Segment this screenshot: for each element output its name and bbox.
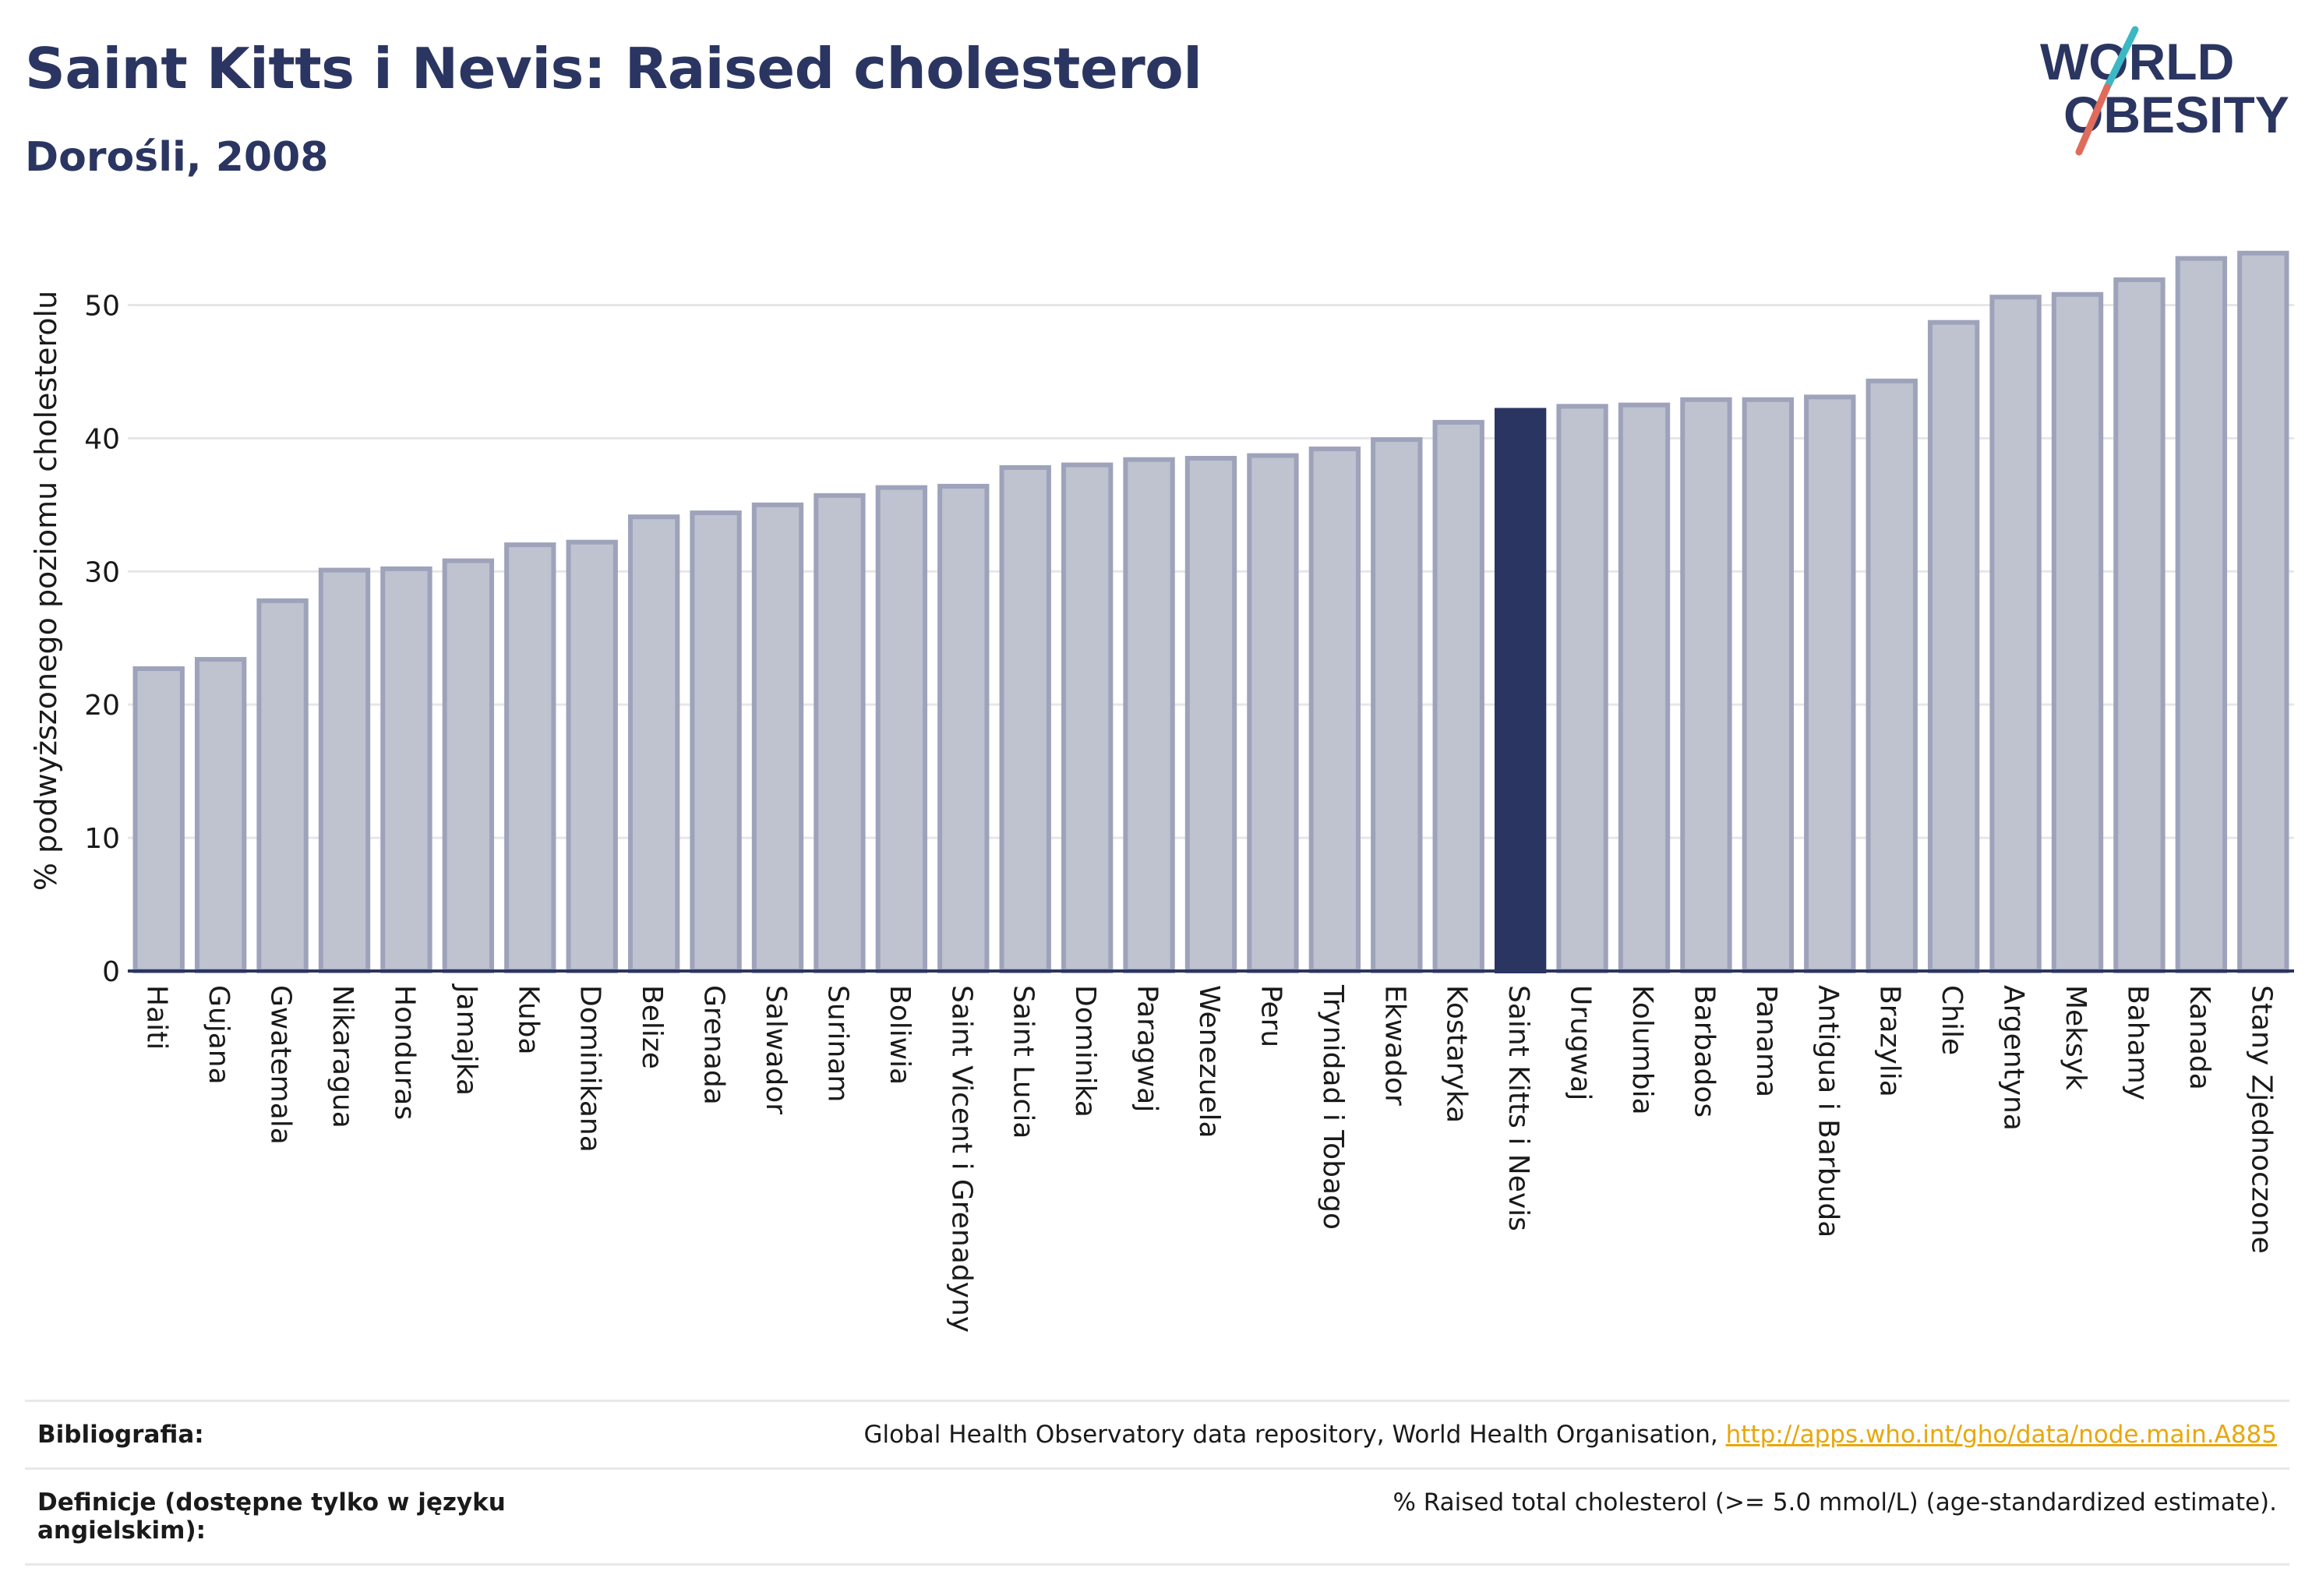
- bar-haiti[interactable]: [132, 666, 185, 973]
- definitions-label: Definicje (dostępne tylko w języku angie…: [25, 1467, 533, 1566]
- bar-gujana[interactable]: [194, 657, 247, 974]
- x-tick-label: Stany Zjednoczone: [2245, 985, 2277, 1254]
- bar-urugwaj[interactable]: [1556, 404, 1608, 973]
- x-tick-label: Saint Kitts i Nevis: [1502, 985, 1534, 1231]
- x-tick-label: Honduras: [388, 985, 420, 1120]
- bar-kuba[interactable]: [504, 542, 556, 973]
- x-tick-label: Kuba: [512, 985, 544, 1055]
- bar-chile[interactable]: [1927, 320, 1980, 973]
- x-tick-label: Belize: [636, 985, 668, 1069]
- x-tick-label: Chile: [1936, 985, 1968, 1055]
- x-tick-label: Saint Lucia: [1008, 985, 1040, 1139]
- bar-saint-vicent-i-grenadyny[interactable]: [937, 483, 990, 973]
- logo-slash-top: [2103, 26, 2139, 91]
- bar-bahamy[interactable]: [2113, 277, 2166, 973]
- bar-kanada[interactable]: [2175, 256, 2228, 973]
- x-tick-label: Saint Vicent i Grenadyny: [945, 985, 977, 1333]
- y-tick-label: 40: [84, 423, 120, 455]
- x-tick-label: Paragwaj: [1131, 985, 1163, 1112]
- y-tick-label: 30: [84, 556, 120, 588]
- y-tick-label: 10: [84, 823, 120, 855]
- x-tick-label: Kanada: [2183, 985, 2215, 1090]
- x-tick-label: Antigua i Barbuda: [1812, 985, 1844, 1238]
- y-tick-label: 0: [102, 956, 120, 988]
- bar-panama[interactable]: [1742, 397, 1795, 973]
- x-tick-label: Haiti: [141, 985, 173, 1050]
- y-tick-label: 50: [84, 290, 120, 322]
- bar-trynidad-i-tobago[interactable]: [1308, 447, 1361, 973]
- x-tick-label: Jamajka: [450, 983, 482, 1096]
- bar-ekwador[interactable]: [1371, 437, 1423, 973]
- x-tick-label: Gwatemala: [265, 985, 297, 1145]
- bar-chart: 0 10 20 30 40 50 % podwyższonego poziomu chol…: [29, 250, 2294, 1333]
- x-tick-label: Kolumbia: [1626, 985, 1658, 1115]
- x-tick-label: Trynidad i Tobago: [1317, 984, 1349, 1230]
- bar-grenada[interactable]: [690, 510, 742, 973]
- x-tick-label: Panama: [1750, 985, 1782, 1097]
- definitions-value: % Raised total cholesterol (>= 5.0 mmol/…: [533, 1467, 2289, 1566]
- world-obesity-logo[interactable]: WORLD OBESITY: [2040, 23, 2289, 164]
- x-tick-label: Barbados: [1688, 985, 1720, 1118]
- y-axis-label: % podwyższonego poziomu cholesterolu: [29, 291, 63, 891]
- y-axis-ticks: 0 10 20 30 40 50: [84, 290, 120, 988]
- bar-kostaryka[interactable]: [1432, 419, 1484, 973]
- x-tick-label: Ekwador: [1378, 985, 1410, 1106]
- bibliography-link[interactable]: http://apps.who.int/gho/data/node.main.A…: [1725, 1421, 2277, 1449]
- bar-dominikana[interactable]: [566, 539, 618, 973]
- x-tick-label: Salwador: [760, 985, 792, 1114]
- x-tick-label: Boliwia: [884, 985, 916, 1085]
- logo-slash-bottom: [2075, 83, 2111, 156]
- bibliography-label: Bibliografia:: [25, 1400, 533, 1470]
- logo-text-world: WORLD: [2040, 33, 2234, 90]
- x-tick-label: Bahamy: [2121, 985, 2153, 1100]
- bibliography-text: Global Health Observatory data repositor…: [863, 1421, 1726, 1449]
- chart-title: Saint Kitts i Nevis: Raised cholesterol: [25, 36, 1202, 101]
- chart-subtitle: Dorośli, 2008: [25, 134, 329, 181]
- x-tick-label: Meksyk: [2060, 985, 2091, 1090]
- x-tick-label: Dominikana: [574, 985, 606, 1153]
- bar-antigua-i-barbuda[interactable]: [1804, 394, 1856, 973]
- bibliography-value: Global Health Observatory data repositor…: [533, 1400, 2289, 1470]
- bar-honduras[interactable]: [380, 566, 432, 973]
- bar-saint-lucia[interactable]: [999, 464, 1051, 973]
- x-tick-label: Brazylia: [1874, 985, 1906, 1097]
- bar-peru[interactable]: [1247, 453, 1299, 973]
- footer-table: Bibliografia: Global Health Observatory …: [25, 1400, 2289, 1566]
- bar-barbados[interactable]: [1680, 397, 1732, 973]
- bar-saint-kitts-i-nevis[interactable]: [1494, 408, 1547, 973]
- x-tick-label: Peru: [1255, 985, 1287, 1047]
- x-tick-label: Kostaryka: [1441, 985, 1473, 1123]
- bar-belize[interactable]: [627, 514, 680, 973]
- x-tick-label: Argentyna: [1998, 985, 2030, 1131]
- x-tick-label: Gujana: [203, 985, 235, 1085]
- y-tick-label: 20: [84, 690, 120, 722]
- bar-salwador[interactable]: [751, 502, 804, 973]
- bar-meksyk[interactable]: [2051, 291, 2104, 974]
- bar-argentyna[interactable]: [1989, 295, 2042, 973]
- bar-wenezuela[interactable]: [1184, 456, 1237, 973]
- x-tick-label: Wenezuela: [1193, 985, 1225, 1139]
- bar-kolumbia[interactable]: [1618, 402, 1671, 973]
- bar-gwatemala[interactable]: [256, 598, 309, 973]
- x-tick-label: Urugwaj: [1565, 985, 1597, 1100]
- x-tick-label: Grenada: [698, 985, 730, 1105]
- bar-brazylia[interactable]: [1866, 378, 1918, 973]
- bar-stany-zjednoczone[interactable]: [2237, 250, 2289, 973]
- x-axis-ticks: Haiti Gujana Gwatemala Nikaragua Honduras Jam…: [141, 983, 2278, 1333]
- x-tick-label: Nikaragua: [327, 985, 358, 1128]
- bar-surinam[interactable]: [814, 493, 866, 973]
- bars: [132, 250, 2289, 974]
- bar-paragwaj[interactable]: [1123, 457, 1175, 973]
- bibliography-row: Bibliografia: Global Health Observatory …: [25, 1400, 2289, 1470]
- bar-dominika[interactable]: [1061, 462, 1114, 973]
- x-tick-label: Surinam: [821, 985, 853, 1102]
- definitions-row: Definicje (dostępne tylko w języku angie…: [25, 1467, 2289, 1566]
- bar-jamajka[interactable]: [442, 558, 495, 973]
- bar-nikaragua[interactable]: [318, 567, 371, 973]
- bar-boliwia[interactable]: [875, 485, 928, 973]
- x-tick-label: Dominika: [1069, 985, 1101, 1118]
